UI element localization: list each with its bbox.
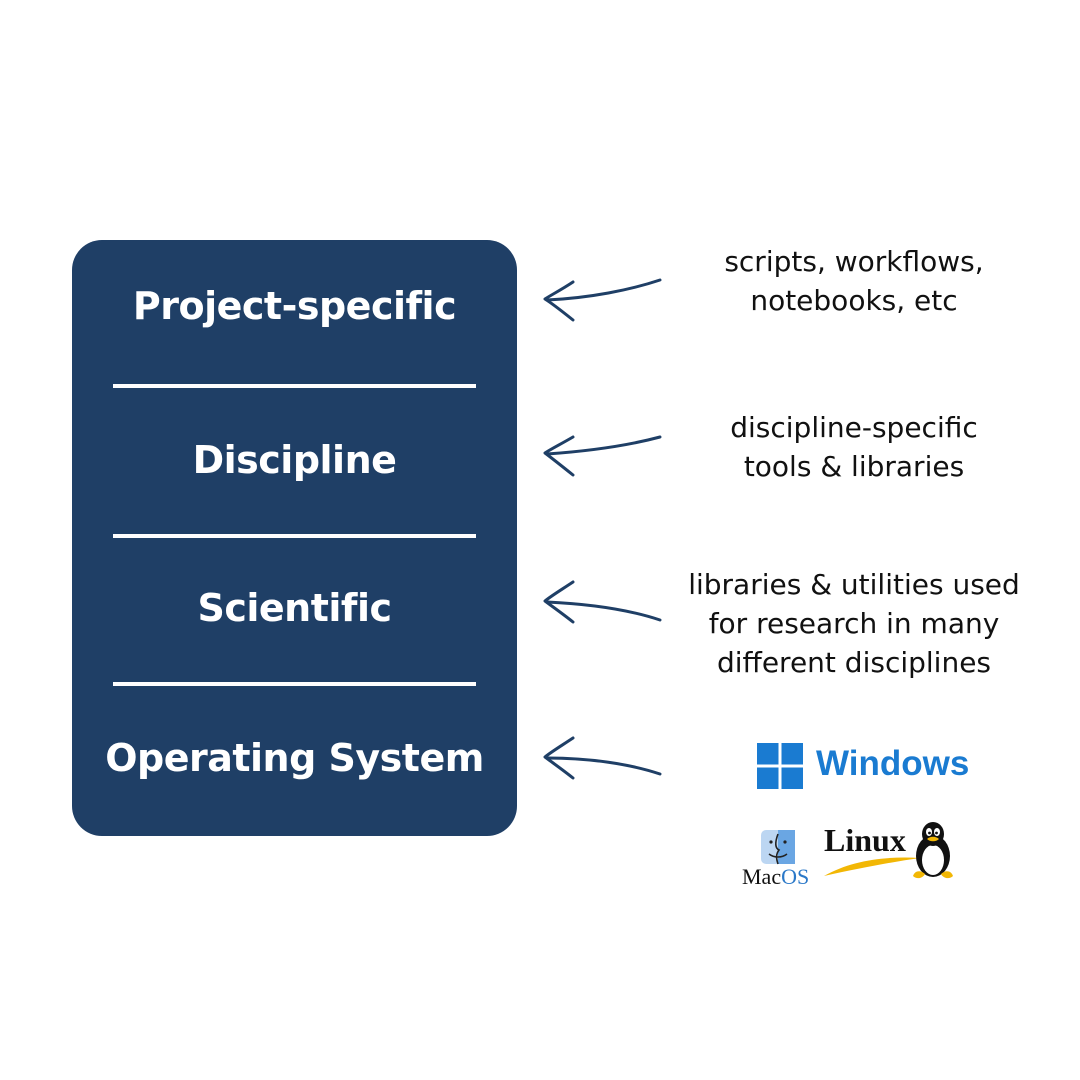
layer-divider	[113, 534, 476, 538]
windows-logo-text: Windows	[816, 744, 970, 783]
description-line: libraries & utilities used	[688, 568, 1020, 601]
layer-divider	[113, 682, 476, 686]
description-line: different disciplines	[716, 646, 992, 679]
layer-divider	[113, 384, 476, 388]
arrow-left-icon	[543, 580, 662, 624]
description-line: scripts, workflows,	[724, 245, 984, 278]
description-line: tools & libraries	[743, 450, 965, 483]
layer-discipline: Discipline	[192, 438, 397, 482]
layer-project-specific: Project-specific	[132, 284, 457, 328]
macos-logo-mac: Mac	[742, 864, 782, 889]
arrow-left-icon	[543, 736, 662, 780]
macos-logo-os: OS	[781, 864, 810, 889]
layer-scientific: Scientific	[197, 586, 392, 630]
description-discipline: discipline-specific tools & libraries	[684, 408, 1024, 486]
linux-tux-icon	[913, 822, 953, 879]
arrow-left-icon	[543, 278, 662, 322]
software-stack-box: Project-specific Discipline Scientific O…	[72, 240, 517, 836]
description-scientific: libraries & utilities used for research …	[668, 565, 1040, 682]
arrow-left-icon	[543, 435, 662, 477]
description-line: for research in many	[708, 607, 1000, 640]
linux-logo-text: Linux	[824, 822, 906, 858]
mac-finder-icon	[761, 830, 795, 865]
description-line: notebooks, etc	[750, 284, 958, 317]
description-line: discipline-specific	[730, 411, 978, 444]
linux-swoosh-icon	[824, 857, 920, 876]
macos-logo-text: MacOS	[742, 864, 809, 890]
layer-operating-system: Operating System	[105, 736, 484, 780]
windows-logo-icon	[757, 743, 803, 789]
description-project-specific: scripts, workflows, notebooks, etc	[684, 242, 1024, 320]
